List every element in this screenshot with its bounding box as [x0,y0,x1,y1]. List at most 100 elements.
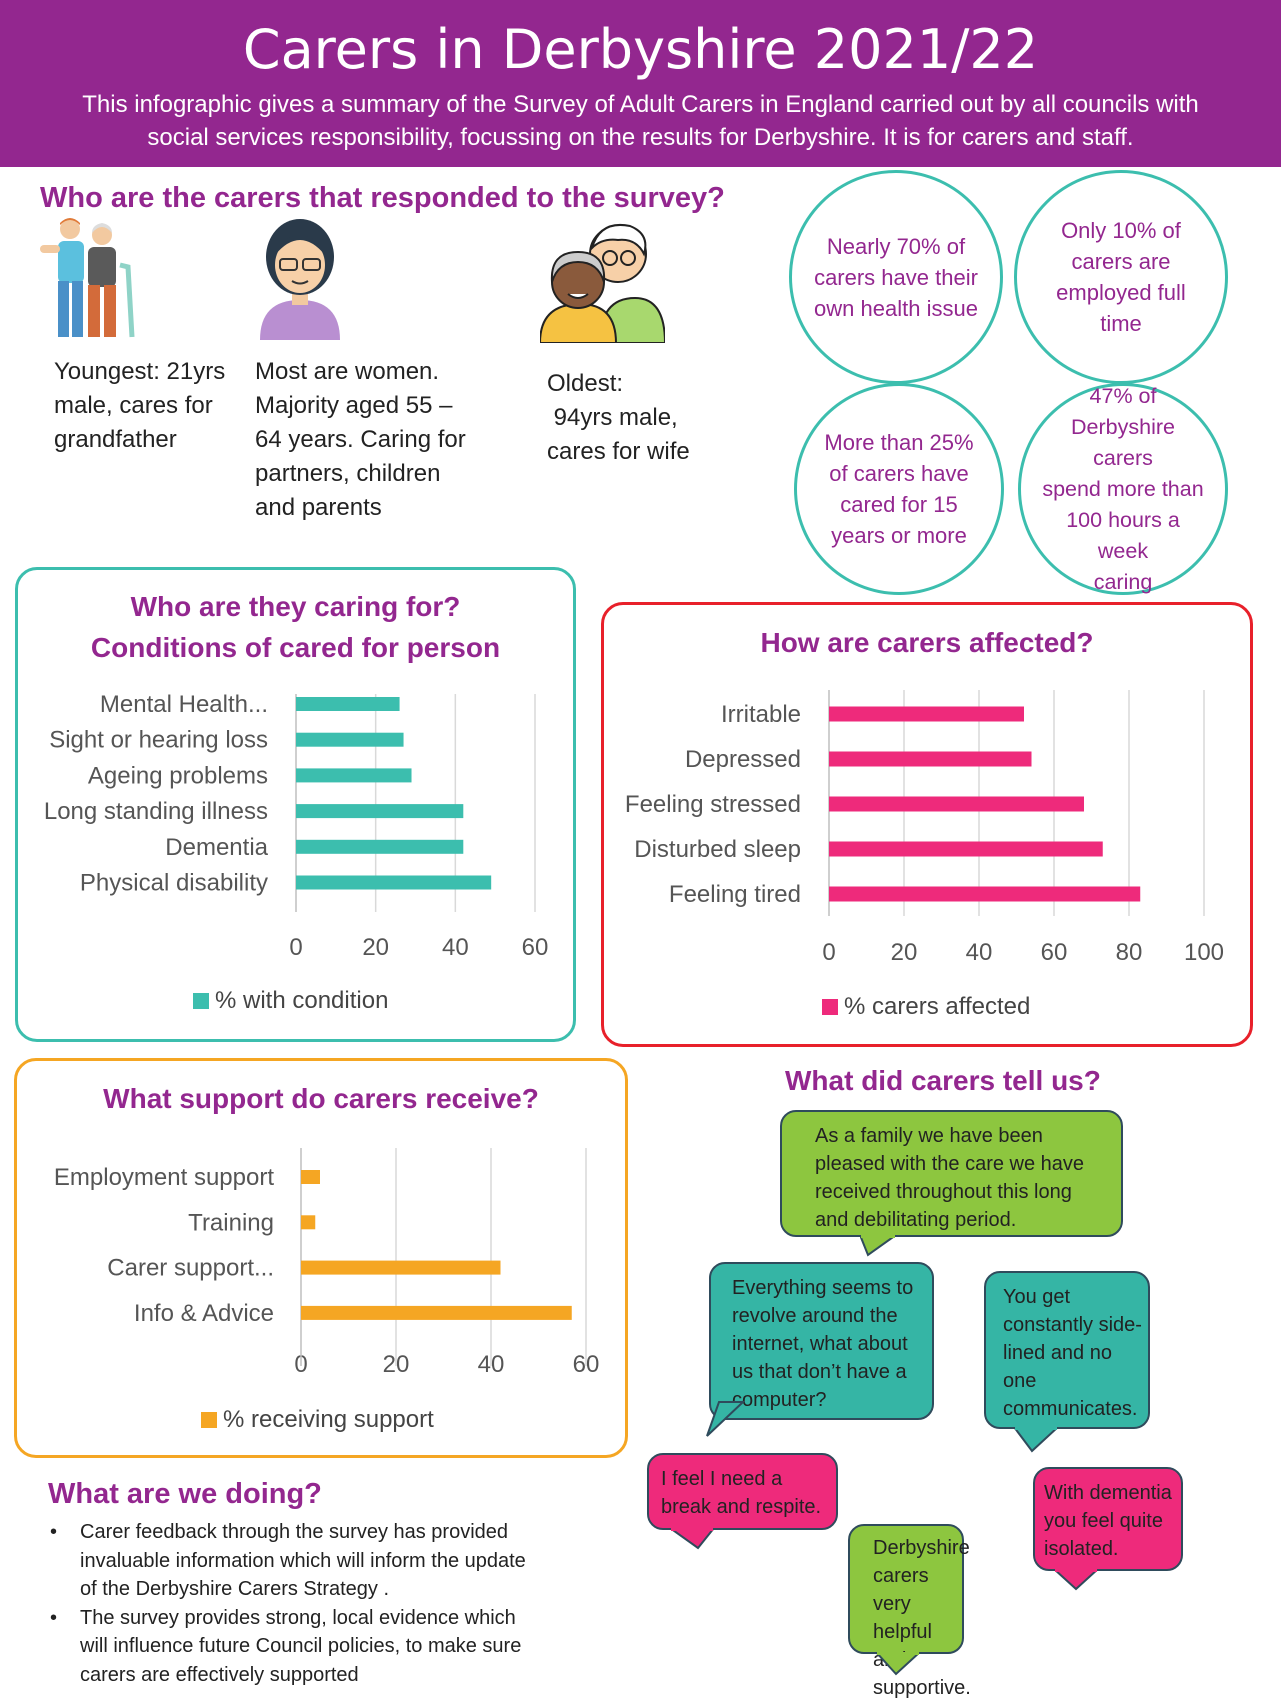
stat-circle-years: More than 25% of carers have cared for 1… [794,383,1004,595]
quote-bubble-helpful: Derbyshire carers very helpful and suppo… [848,1524,971,1699]
stat-line: cared for 15 [840,492,958,517]
oldest-carer-text: Oldest: 94yrs male, cares for wife [547,367,727,469]
quote-line: revolve around the [732,1305,898,1327]
quote-line: us that don’t have a [732,1361,907,1383]
oldest-line: Oldest: [547,370,624,397]
doing-line: The survey provides strong, local eviden… [80,1606,516,1629]
stat-line: 100 hours a week [1066,507,1180,563]
x-tick-label: 60 [522,934,549,961]
stat-line: time [1100,311,1142,336]
doing-line: carers are effectively supported [80,1663,359,1686]
quote-bubble-respite: I feel I need a break and respite. [647,1453,838,1530]
stat-line: own health issue [814,295,978,321]
stat-line: 47% of [1089,383,1157,408]
doing-section-title: What are we doing? [48,1478,322,1510]
affected-legend: % carers affected [822,993,1030,1021]
bar [301,1170,320,1184]
doing-item: The survey provides strong, local eviden… [44,1604,604,1690]
support-chart-title: What support do carers receive? [103,1083,539,1114]
doing-line: Carer feedback through the survey has pr… [80,1521,509,1543]
quote-tail [1012,1427,1060,1453]
category-label: Employment support [54,1164,274,1191]
subtitle-line-1: This infographic gives a summary of the … [82,91,1199,118]
hugging-couple-icon [540,224,665,343]
stat-line: More than 25% [824,430,974,455]
category-label: Feeling stressed [625,791,801,818]
bar [296,839,464,854]
youngest-line: male, cares for [54,392,213,419]
quote-line: internet, what about [732,1333,908,1355]
doing-line: will influence future Council policies, … [80,1635,522,1657]
x-tick-label: 0 [289,934,302,961]
conditions-subtitle-line: Conditions of cared for person [90,632,501,663]
quote-line: Derbyshire [873,1537,970,1559]
category-label: Physical disability [80,870,268,897]
quote-line: constantly side- [1003,1314,1142,1336]
oldest-line: cares for wife [547,438,690,465]
category-label: Dementia [165,834,268,861]
quote-tail [668,1528,716,1550]
youngest-carer-text: Youngest: 21yrs male, cares for grandfat… [54,355,244,457]
bar [301,1215,316,1230]
bar [829,706,1024,722]
page-subtitle: This infographic gives a summary of the … [0,88,1281,154]
stat-line: employed full [1056,280,1186,305]
legend-swatch [822,999,838,1015]
conditions-title-line: Who are they caring for? [130,591,461,622]
affected-chart-title: How are carers affected? [760,627,1094,658]
stat-line: of carers have [829,461,969,486]
legend-label: % with condition [215,987,389,1014]
legend-label: % receiving support [223,1406,434,1433]
x-tick-label: 60 [573,1351,600,1378]
quote-line: received throughout this long [815,1181,1072,1203]
conditions-chart-panel [15,567,576,1042]
x-tick-label: 20 [891,939,918,966]
majority-line: 64 years. Caring for [255,426,466,453]
who-section-title: Who are the carers that responded to the… [40,182,725,214]
youngest-line: grandfather [54,426,177,453]
stat-line: carers are [1071,249,1171,274]
stat-circle-hours: 47% of Derbyshire carers spend more than… [1018,383,1228,595]
x-tick-label: 20 [383,1351,410,1378]
quote-bubble-internet: Everything seems to revolve around the i… [709,1262,934,1420]
category-label: Sight or hearing loss [49,727,268,754]
quote-tail [706,1401,745,1437]
category-label: Carer support... [107,1255,274,1282]
quotes-section-title: What did carers tell us? [785,1065,1101,1096]
quote-line: communicates. [1003,1398,1138,1420]
x-tick-label: 40 [442,934,469,961]
legend-swatch [201,1412,217,1428]
stat-line: Derbyshire carers [1071,414,1175,470]
category-label: Info & Advice [134,1300,274,1327]
header-banner: Carers in Derbyshire 2021/22 This infogr… [0,0,1281,167]
doing-line: of the Derbyshire Carers Strategy . [80,1578,390,1600]
bar [829,751,1032,767]
x-tick-label: 80 [1116,939,1143,966]
doing-list: Carer feedback through the survey has pr… [44,1518,604,1689]
quote-tail [860,1235,898,1257]
support-legend: % receiving support [201,1406,434,1434]
subtitle-line-2: social services responsibility, focussin… [147,124,1134,151]
majority-line: Most are women. [255,358,440,385]
doing-item: Carer feedback through the survey has pr… [44,1518,604,1604]
majority-carer-text: Most are women. Majority aged 55 – 64 ye… [255,355,495,525]
stat-line: Only 10% of [1061,218,1181,243]
quote-bubble-dementia: With dementia you feel quite isolated. [1033,1467,1183,1571]
stat-line: caring [1093,569,1153,594]
conditions-legend: % with condition [193,987,388,1015]
quote-tail [1052,1569,1100,1591]
quote-bubble-sidelined: You get constantly side- lined and no on… [984,1271,1150,1429]
x-tick-label: 60 [1041,939,1068,966]
majority-line: Majority aged 55 – [255,392,453,419]
majority-line: partners, children [255,460,441,487]
bar [301,1305,572,1320]
category-label: Depressed [685,746,801,773]
support-chart-panel [14,1058,628,1458]
quote-line: and debilitating period. [815,1209,1017,1231]
quote-line: supportive. [873,1677,971,1699]
oldest-line: 94yrs male, [547,404,678,431]
bar [301,1260,501,1275]
quote-line: You get [1003,1286,1071,1308]
quote-tail [874,1652,922,1676]
